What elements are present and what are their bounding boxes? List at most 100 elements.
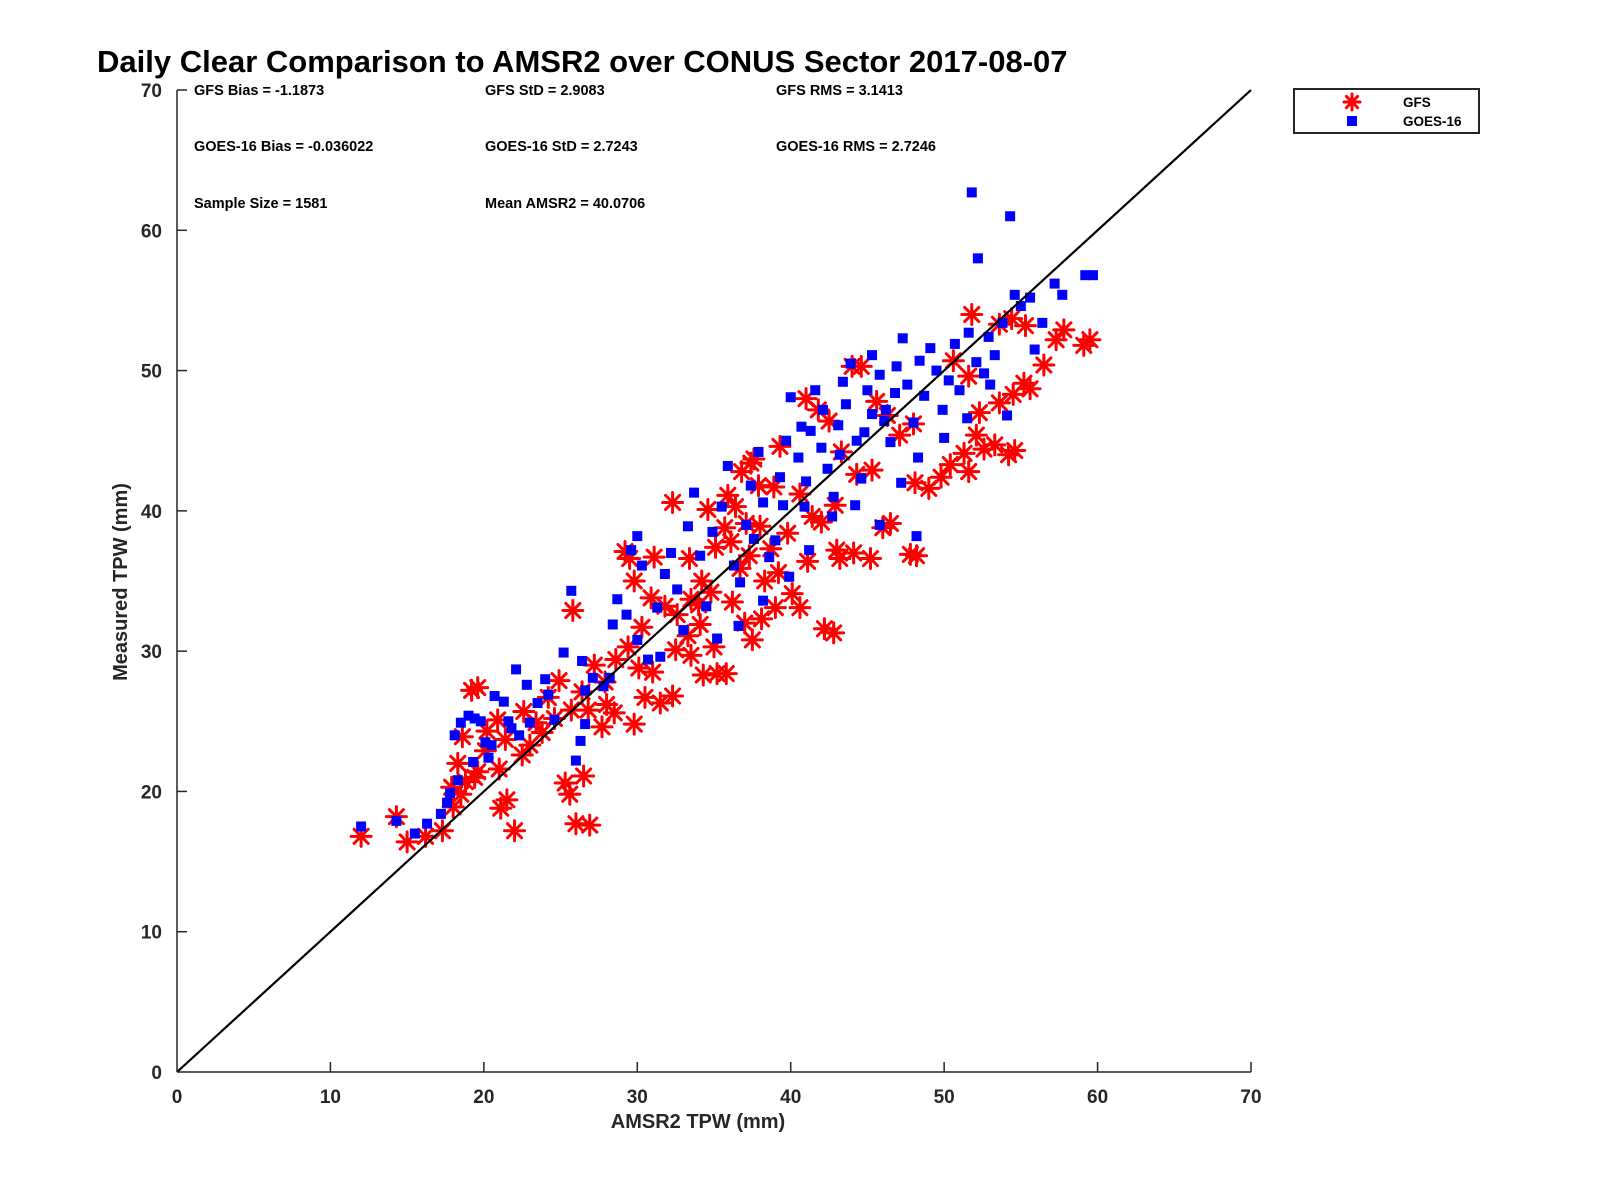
goes-16-point xyxy=(785,392,796,403)
y-tick-label: 10 xyxy=(141,923,162,944)
goes-16-point xyxy=(468,756,479,767)
goes-16-point xyxy=(549,714,560,725)
goes-16-point xyxy=(1037,317,1048,328)
goes-16-point xyxy=(689,487,700,498)
goes-16-point xyxy=(966,187,977,198)
goes-16-point xyxy=(1025,292,1036,303)
x-axis-label: AMSR2 TPW (mm) xyxy=(611,1111,785,1133)
goes-16-point xyxy=(943,375,954,386)
goes-16-point xyxy=(498,696,509,707)
x-tick-label: 50 xyxy=(934,1087,955,1108)
goes-16-point xyxy=(867,409,878,420)
gfs-point xyxy=(503,819,527,843)
goes-16-point xyxy=(885,437,896,448)
gfs-point xyxy=(716,483,740,507)
goes-16-point xyxy=(511,664,522,675)
goes-16-point xyxy=(856,473,867,484)
axes xyxy=(176,90,1251,1073)
goes-16-point xyxy=(452,775,463,786)
gfs-point xyxy=(730,460,754,484)
goes-16-point xyxy=(817,404,828,415)
goes-16-point xyxy=(850,500,861,511)
goes-16-point xyxy=(897,333,908,344)
goes-16-point xyxy=(655,651,666,662)
goes-16-point xyxy=(963,327,974,338)
goes-16-point xyxy=(764,552,775,563)
goes-16-point xyxy=(979,368,990,379)
gfs-point xyxy=(349,824,373,848)
legend-goes-label: GOES-16 xyxy=(1403,114,1462,129)
stat-goes-std: GOES-16 StD = 2.7243 xyxy=(485,139,638,155)
goes-16-point xyxy=(925,343,936,354)
gfs-point xyxy=(495,788,519,812)
y-tick-label: 40 xyxy=(141,502,162,523)
goes-16-point xyxy=(902,379,913,390)
gfs-point xyxy=(723,495,747,519)
goes-16-point xyxy=(837,376,848,387)
gfs-point xyxy=(1044,328,1068,352)
gfs-point xyxy=(690,569,714,593)
goes-16-point xyxy=(801,476,812,487)
goes-16-point xyxy=(1002,410,1013,421)
stat-gfs-std: GFS StD = 2.9083 xyxy=(485,83,605,99)
series-goes-16 xyxy=(356,187,1098,839)
stat-goes-bias: GOES-16 Bias = -0.036022 xyxy=(194,139,373,155)
goes-16-point xyxy=(896,477,907,488)
goes-16-point xyxy=(575,735,586,746)
goes-16-point xyxy=(391,815,402,826)
goes-16-point xyxy=(1057,289,1068,300)
y-tick-label: 50 xyxy=(141,362,162,383)
gfs-point xyxy=(960,302,984,326)
goes-16-point xyxy=(455,717,466,728)
goes-16-point xyxy=(997,317,1008,328)
goes-16-point xyxy=(486,740,497,751)
gfs-point xyxy=(842,541,866,565)
legend-gfs-asterisk xyxy=(1342,92,1362,112)
gfs-point xyxy=(713,516,737,540)
goes-16-point xyxy=(840,399,851,410)
goes-16-point xyxy=(672,584,683,595)
x-tick-label: 0 xyxy=(172,1087,183,1108)
goes-16-point xyxy=(636,560,647,571)
goes-16-point xyxy=(805,425,816,436)
goes-16-point xyxy=(524,717,535,728)
legend-box xyxy=(1293,88,1480,134)
gfs-point xyxy=(595,692,619,716)
goes-16-point xyxy=(804,545,815,556)
goes-16-point xyxy=(810,385,821,396)
goes-16-point xyxy=(753,446,764,457)
goes-16-point xyxy=(506,723,517,734)
goes-16-point xyxy=(781,435,792,446)
goes-16-point xyxy=(435,808,446,819)
goes-16-point xyxy=(949,338,960,349)
goes-16-point xyxy=(1049,278,1060,289)
x-tick-label: 10 xyxy=(320,1087,341,1108)
goes-16-point xyxy=(577,655,588,666)
goes-16-point xyxy=(914,355,925,366)
stats-block: GFS Bias = -1.1873 GFS StD = 2.9083 GFS … xyxy=(194,83,936,212)
y-tick-label: 30 xyxy=(141,642,162,663)
goes-16-point xyxy=(463,710,474,721)
goes-16-point xyxy=(659,568,670,579)
goes-16-point xyxy=(543,689,554,700)
gfs-point xyxy=(642,545,666,569)
goes-16-point xyxy=(758,595,769,606)
gfs-point xyxy=(582,653,606,677)
goes-16-point xyxy=(503,716,514,727)
goes-16-point xyxy=(972,253,983,264)
goes-16-point xyxy=(833,420,844,431)
gfs-point xyxy=(677,547,701,571)
gfs-point xyxy=(776,521,800,545)
gfs-point xyxy=(558,782,582,806)
y-tick-label: 20 xyxy=(141,782,162,803)
goes-16-point xyxy=(532,698,543,709)
gfs-point xyxy=(860,458,884,482)
gfs-point xyxy=(788,596,812,620)
goes-16-point xyxy=(939,432,950,443)
gfs-point xyxy=(957,364,981,388)
goes-16-point xyxy=(580,719,591,730)
goes-16-point xyxy=(796,421,807,432)
goes-16-point xyxy=(827,511,838,522)
goes-16-point xyxy=(822,463,833,474)
